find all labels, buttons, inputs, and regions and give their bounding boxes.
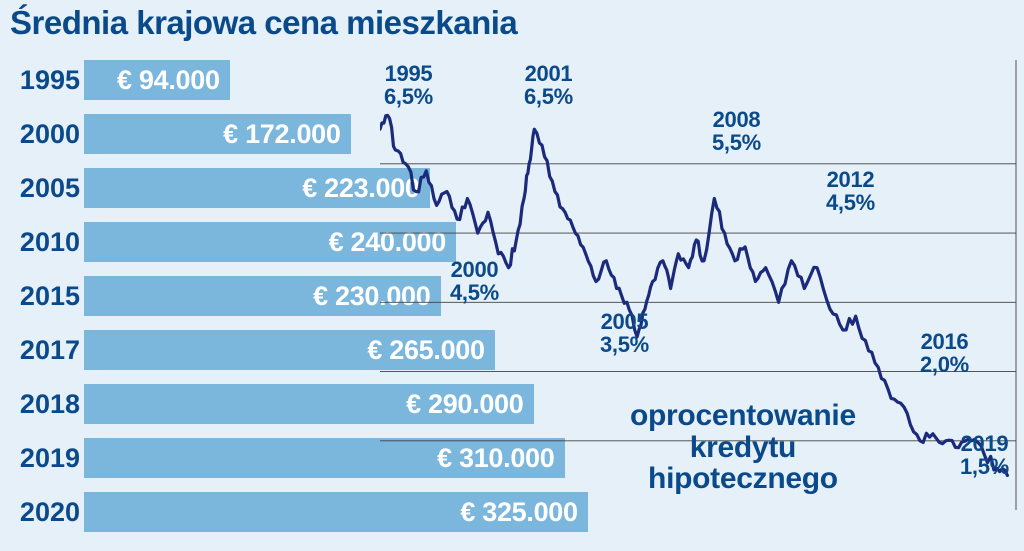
callout-rate: 4,5% — [826, 191, 875, 214]
callout-year: 2008 — [712, 108, 761, 131]
callout-year: 2000 — [450, 258, 499, 281]
chart-title: Średnia krajowa cena mieszkania — [10, 4, 517, 42]
bar-rect: € 223.000 — [84, 168, 430, 208]
infographic-stage: Średnia krajowa cena mieszkania 1995€ 94… — [0, 0, 1024, 551]
bar-rect: € 172.000 — [84, 114, 351, 154]
bar-year-label: 2018 — [6, 389, 80, 420]
line-title-line: kredytu — [630, 432, 856, 464]
callout-year: 2019 — [960, 432, 1009, 455]
line-chart-title: oprocentowaniekredytuhipotecznego — [630, 400, 856, 495]
callout-year: 2016 — [920, 330, 969, 353]
rate-callout: 20004,5% — [450, 258, 499, 304]
callout-rate: 4,5% — [450, 281, 499, 304]
callout-rate: 1,5% — [960, 455, 1009, 478]
rate-callout: 20162,0% — [920, 330, 969, 376]
rate-callout: 19956,5% — [384, 62, 433, 108]
bar-year-label: 2020 — [6, 497, 80, 528]
bar-row: 1995€ 94.000 — [0, 60, 230, 100]
line-title-line: oprocentowanie — [630, 400, 856, 432]
rate-callout: 20016,5% — [524, 62, 573, 108]
bar-year-label: 2010 — [6, 227, 80, 258]
callout-rate: 3,5% — [600, 333, 649, 356]
bar-row: 2000€ 172.000 — [0, 114, 351, 154]
rate-callout: 20191,5% — [960, 432, 1009, 478]
callout-year: 1995 — [384, 62, 433, 85]
bar-rect: € 94.000 — [84, 60, 230, 100]
bar-year-label: 2005 — [6, 173, 80, 204]
callout-rate: 5,5% — [712, 131, 761, 154]
bar-year-label: 2000 — [6, 119, 80, 150]
callout-rate: 6,5% — [524, 85, 573, 108]
rate-callout: 20053,5% — [600, 310, 649, 356]
line-title-line: hipotecznego — [630, 463, 856, 495]
callout-rate: 2,0% — [920, 353, 969, 376]
rate-callout: 20085,5% — [712, 108, 761, 154]
callout-year: 2005 — [600, 310, 649, 333]
bar-row: 2005€ 223.000 — [0, 168, 430, 208]
bar-year-label: 2015 — [6, 281, 80, 312]
bar-year-label: 2017 — [6, 335, 80, 366]
callout-rate: 6,5% — [384, 85, 433, 108]
callout-year: 2012 — [826, 168, 875, 191]
bar-year-label: 2019 — [6, 443, 80, 474]
callout-year: 2001 — [524, 62, 573, 85]
rate-callout: 20124,5% — [826, 168, 875, 214]
bar-row: 2015€ 230.000 — [0, 276, 441, 316]
bar-year-label: 1995 — [6, 65, 80, 96]
